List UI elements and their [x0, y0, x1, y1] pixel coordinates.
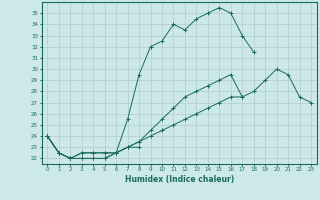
X-axis label: Humidex (Indice chaleur): Humidex (Indice chaleur)	[124, 175, 234, 184]
